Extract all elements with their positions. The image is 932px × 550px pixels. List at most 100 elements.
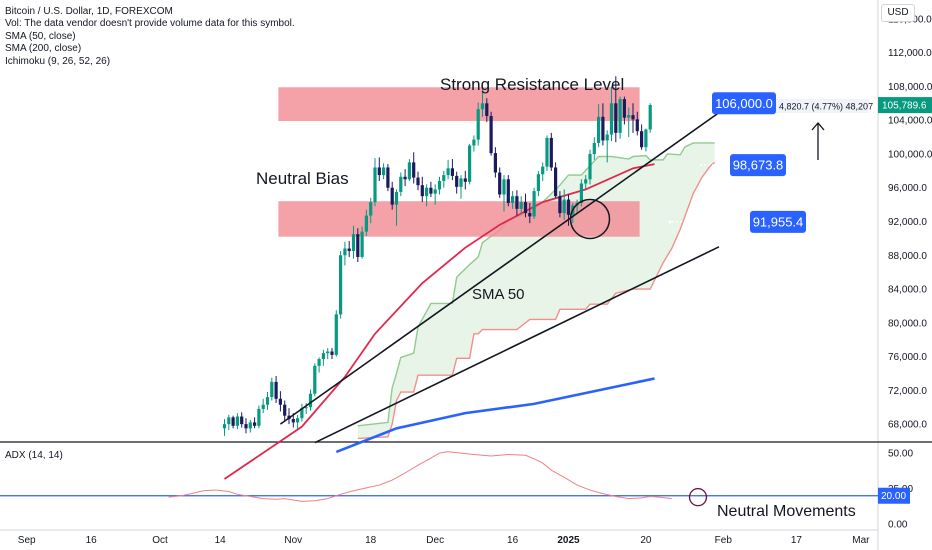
candle-body [511,196,515,203]
candle-body [519,202,523,209]
candle-body [536,174,540,192]
adx-highlight-circle [688,488,708,507]
last-price-text: 105,789.6 [882,101,927,112]
candle [601,103,605,146]
candle-body [506,179,510,203]
candle-body [253,422,257,426]
candle [609,86,614,142]
candle [536,170,540,197]
price-tick-label: 68,000.0 [888,420,927,431]
candle-body [360,231,364,257]
candle [261,398,265,414]
candle [502,175,506,212]
sma50-legend[interactable]: SMA (50, close) [5,30,76,42]
price-tick-label: 112,000.0 [888,48,932,59]
candle [407,159,411,181]
candle [437,176,442,195]
candle [635,111,639,136]
adx-level-tag [878,487,910,504]
price-tick-label: 76,000.0 [888,352,927,363]
candle-body [343,248,347,256]
candle-body [622,99,626,118]
candle [554,162,558,198]
time-tick-label: Nov [284,535,302,546]
level-label-text: 106,000.0 [715,96,773,111]
candle-body [386,167,390,188]
leading-span-b [357,161,716,440]
measure-box [775,99,869,113]
level-label-91955[interactable]: 91,955.4 [750,210,806,233]
candle-body [528,213,532,217]
adx-line [168,451,672,502]
candle [455,171,459,194]
candle [463,170,467,190]
level-label-106000[interactable]: 106,000.0 [712,92,776,115]
candle [640,124,644,150]
currency-button[interactable]: USD [881,4,915,22]
candle-body [313,365,317,394]
candle-body [644,129,648,148]
level-label-text: 98,673.8 [733,158,784,173]
candle [515,190,519,216]
candle [278,391,282,412]
candle-body [420,185,424,197]
candle-body [489,115,493,154]
candle [240,412,244,428]
adx-legend[interactable]: ADX (14, 14) [5,450,63,461]
candle [446,159,450,180]
candle-body [605,134,609,141]
candle-body [351,234,356,252]
ichimoku-legend[interactable]: Ichimoku (9, 26, 52, 26) [5,55,111,67]
candle-body [403,176,407,180]
candle [566,194,571,226]
candle [386,164,390,192]
measure-label: 4,820.7 (4.77%) 48,207 [779,102,873,112]
candle [231,415,235,429]
time-axis: Sep 16 Oct 14 Nov 18 Dec 16 2025 20 Feb 17 Mar [18,535,870,546]
level-label-98673[interactable]: 98,673.8 [730,154,786,177]
candle [489,111,493,156]
candle-body [601,116,605,141]
time-tick-label: 20 [640,535,652,546]
candle-body [584,179,588,184]
candle-body [412,162,416,178]
candle [308,389,313,411]
leading-span-a [357,142,715,427]
candle [480,88,485,117]
candle [648,103,652,133]
candle-body [631,115,635,120]
candle [270,377,274,401]
sma200-legend[interactable]: SMA (200, close) [5,43,82,55]
time-tick-label: Dec [426,535,444,546]
candle-body [300,408,304,419]
candle-body [382,167,386,176]
candle [528,202,532,224]
price-tick-label: 88,000.0 [888,251,927,262]
candle [562,189,566,220]
symbol-title[interactable]: Bitcoin / U.S. Dollar, 1D, FOREXCOM [5,6,173,17]
time-tick-label: Mar [852,535,870,546]
candle [631,103,635,133]
candle [493,147,497,178]
price-tick-label: 72,000.0 [888,386,927,397]
candle [351,225,356,259]
candle-body [523,202,528,214]
candle [485,98,489,122]
candle [597,104,601,148]
candle-body [235,416,239,426]
candle-body [468,145,472,182]
candle-body [222,424,227,429]
candle [313,363,317,397]
candle [420,176,424,203]
time-tick-label: 14 [215,535,227,546]
candle-body [442,175,446,181]
candle [373,158,377,207]
candle [222,419,227,436]
candle [347,240,351,257]
price-tick-label: 84,000.0 [888,285,927,296]
candle-body [274,381,278,399]
resistance-zone [278,87,640,122]
candle [425,184,429,207]
candle-body [244,424,248,429]
